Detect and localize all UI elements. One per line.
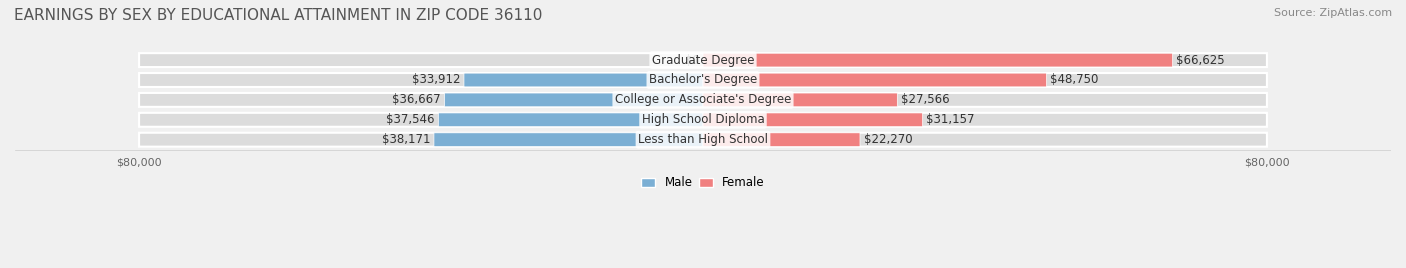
FancyBboxPatch shape (139, 113, 1267, 127)
Text: EARNINGS BY SEX BY EDUCATIONAL ATTAINMENT IN ZIP CODE 36110: EARNINGS BY SEX BY EDUCATIONAL ATTAINMEN… (14, 8, 543, 23)
Text: $0: $0 (685, 54, 699, 66)
Text: Bachelor's Degree: Bachelor's Degree (650, 73, 756, 87)
FancyBboxPatch shape (703, 113, 922, 127)
FancyBboxPatch shape (139, 73, 1267, 87)
Text: High School Diploma: High School Diploma (641, 113, 765, 126)
Legend: Male, Female: Male, Female (637, 172, 769, 194)
FancyBboxPatch shape (139, 93, 1267, 107)
FancyBboxPatch shape (703, 73, 1046, 87)
Text: $33,912: $33,912 (412, 73, 460, 87)
Text: Graduate Degree: Graduate Degree (652, 54, 754, 66)
Text: $31,157: $31,157 (927, 113, 974, 126)
Text: $22,270: $22,270 (863, 133, 912, 146)
Text: College or Associate's Degree: College or Associate's Degree (614, 94, 792, 106)
Text: $37,546: $37,546 (387, 113, 434, 126)
Text: $38,171: $38,171 (382, 133, 430, 146)
Text: $27,566: $27,566 (901, 94, 949, 106)
FancyBboxPatch shape (703, 93, 897, 107)
FancyBboxPatch shape (139, 133, 1267, 147)
Text: Less than High School: Less than High School (638, 133, 768, 146)
FancyBboxPatch shape (444, 93, 703, 107)
FancyBboxPatch shape (464, 73, 703, 87)
FancyBboxPatch shape (434, 133, 703, 147)
Text: $66,625: $66,625 (1177, 54, 1225, 66)
Text: Source: ZipAtlas.com: Source: ZipAtlas.com (1274, 8, 1392, 18)
Text: $36,667: $36,667 (392, 94, 441, 106)
FancyBboxPatch shape (703, 53, 1173, 67)
FancyBboxPatch shape (703, 133, 860, 147)
FancyBboxPatch shape (439, 113, 703, 127)
FancyBboxPatch shape (139, 53, 1267, 67)
Text: $48,750: $48,750 (1050, 73, 1098, 87)
